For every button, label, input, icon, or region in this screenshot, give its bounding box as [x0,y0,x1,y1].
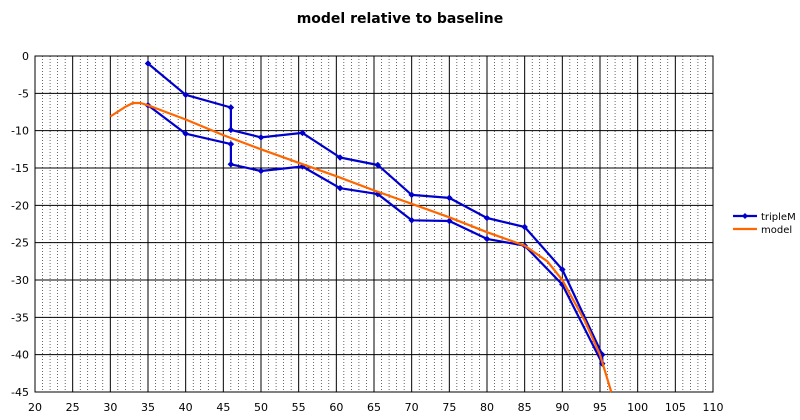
data-point [257,134,265,141]
y-tick-label: -25 [11,237,29,250]
x-tick-label: 95 [593,401,607,414]
y-tick-label: -20 [11,199,29,212]
y-tick-label: -35 [11,311,29,324]
legend: tripleM model [733,212,796,236]
data-point [227,140,235,148]
x-tick-label: 45 [216,401,230,414]
data-point [408,191,416,199]
data-point [336,154,344,161]
plot-series [109,60,613,393]
data-point [483,235,491,243]
y-tick-label: 0 [22,50,29,63]
data-point [408,216,416,224]
x-tick-label: 55 [292,401,306,414]
data-point [257,167,265,175]
x-tick-label: 30 [103,401,117,414]
legend-label: tripleM [761,212,796,223]
data-point [445,217,453,225]
legend-item-model: model [733,225,792,236]
plot-area-border [34,55,714,393]
x-tick-label: 60 [329,401,343,414]
y-axis-tick-labels: 0 -5 -10 -15 -20 -25 -30 -35 -40 -45 [11,50,29,399]
data-point [182,91,190,99]
data-point [299,129,306,137]
data-point [445,194,453,202]
x-tick-label: 85 [518,401,532,414]
x-tick-label: 75 [442,401,456,414]
x-tick-label: 110 [703,401,724,414]
x-tick-label: 100 [627,401,648,414]
data-point [182,130,190,138]
y-tick-label: -30 [11,274,29,287]
x-tick-label: 65 [367,401,381,414]
x-tick-label: 105 [665,401,686,414]
data-point [144,60,152,67]
series-line-model [109,101,613,393]
y-tick-label: -45 [11,386,29,399]
series-model [109,101,613,393]
grid [34,55,714,393]
data-point [336,184,344,192]
y-tick-label: -15 [11,162,29,175]
y-tick-label: -10 [11,125,29,138]
x-tick-label: 40 [179,401,193,414]
x-axis-tick-labels: 20 25 30 35 40 45 50 55 60 65 70 75 80 85 90 95 100 105 11… [28,401,724,414]
x-tick-label: 25 [66,401,80,414]
data-point [227,104,235,111]
x-tick-label: 50 [254,401,268,414]
x-tick-label: 90 [555,401,569,414]
data-point [227,126,235,134]
data-point [227,160,235,168]
legend-marker [742,213,748,219]
y-tick-label: -40 [11,349,29,362]
x-tick-label: 80 [480,401,494,414]
legend-item-tripleM: tripleM [733,212,796,223]
y-tick-label: -5 [18,87,29,100]
data-point [521,223,529,231]
series-line-tripleM [147,62,604,365]
x-tick-label: 20 [28,401,42,414]
chart-title: model relative to baseline [297,11,504,27]
legend-label: model [761,225,792,236]
x-tick-label: 35 [141,401,155,414]
series-tripleM [144,60,606,367]
x-tick-label: 70 [405,401,419,414]
data-point [483,214,491,222]
data-point [558,266,566,273]
data-point [374,161,382,169]
